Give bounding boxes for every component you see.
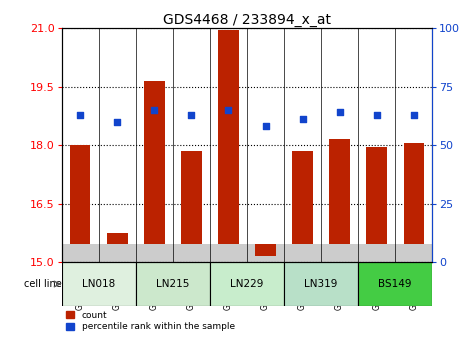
Point	[299, 116, 306, 122]
Bar	[330, 139, 350, 244]
Point	[151, 107, 158, 113]
Text: LN215: LN215	[156, 279, 190, 289]
Bar	[181, 151, 201, 244]
Text: LN229: LN229	[230, 279, 264, 289]
Text: BS149: BS149	[379, 279, 412, 289]
Point	[336, 110, 343, 115]
Point	[76, 112, 84, 118]
Bar	[107, 233, 127, 244]
Bar	[358, 262, 432, 306]
Bar	[284, 262, 358, 306]
Bar	[256, 244, 276, 256]
Title: GDS4468 / 233894_x_at: GDS4468 / 233894_x_at	[163, 13, 331, 27]
Text: LN018: LN018	[82, 279, 115, 289]
Bar	[70, 145, 90, 244]
Point	[114, 119, 121, 125]
Bar	[210, 262, 284, 306]
Bar	[218, 30, 238, 244]
Legend: count, percentile rank within the sample: count, percentile rank within the sample	[66, 310, 235, 331]
Point	[225, 107, 232, 113]
Point	[188, 112, 195, 118]
Point	[410, 112, 418, 118]
Text: LN319: LN319	[304, 279, 338, 289]
Bar	[136, 262, 210, 306]
Bar	[62, 245, 432, 262]
Bar	[144, 81, 164, 244]
Bar	[293, 151, 313, 244]
Bar	[367, 147, 387, 244]
Bar	[404, 143, 424, 244]
Bar	[62, 262, 136, 306]
Text: cell line: cell line	[24, 279, 62, 289]
Point	[373, 112, 380, 118]
Point	[262, 124, 269, 129]
